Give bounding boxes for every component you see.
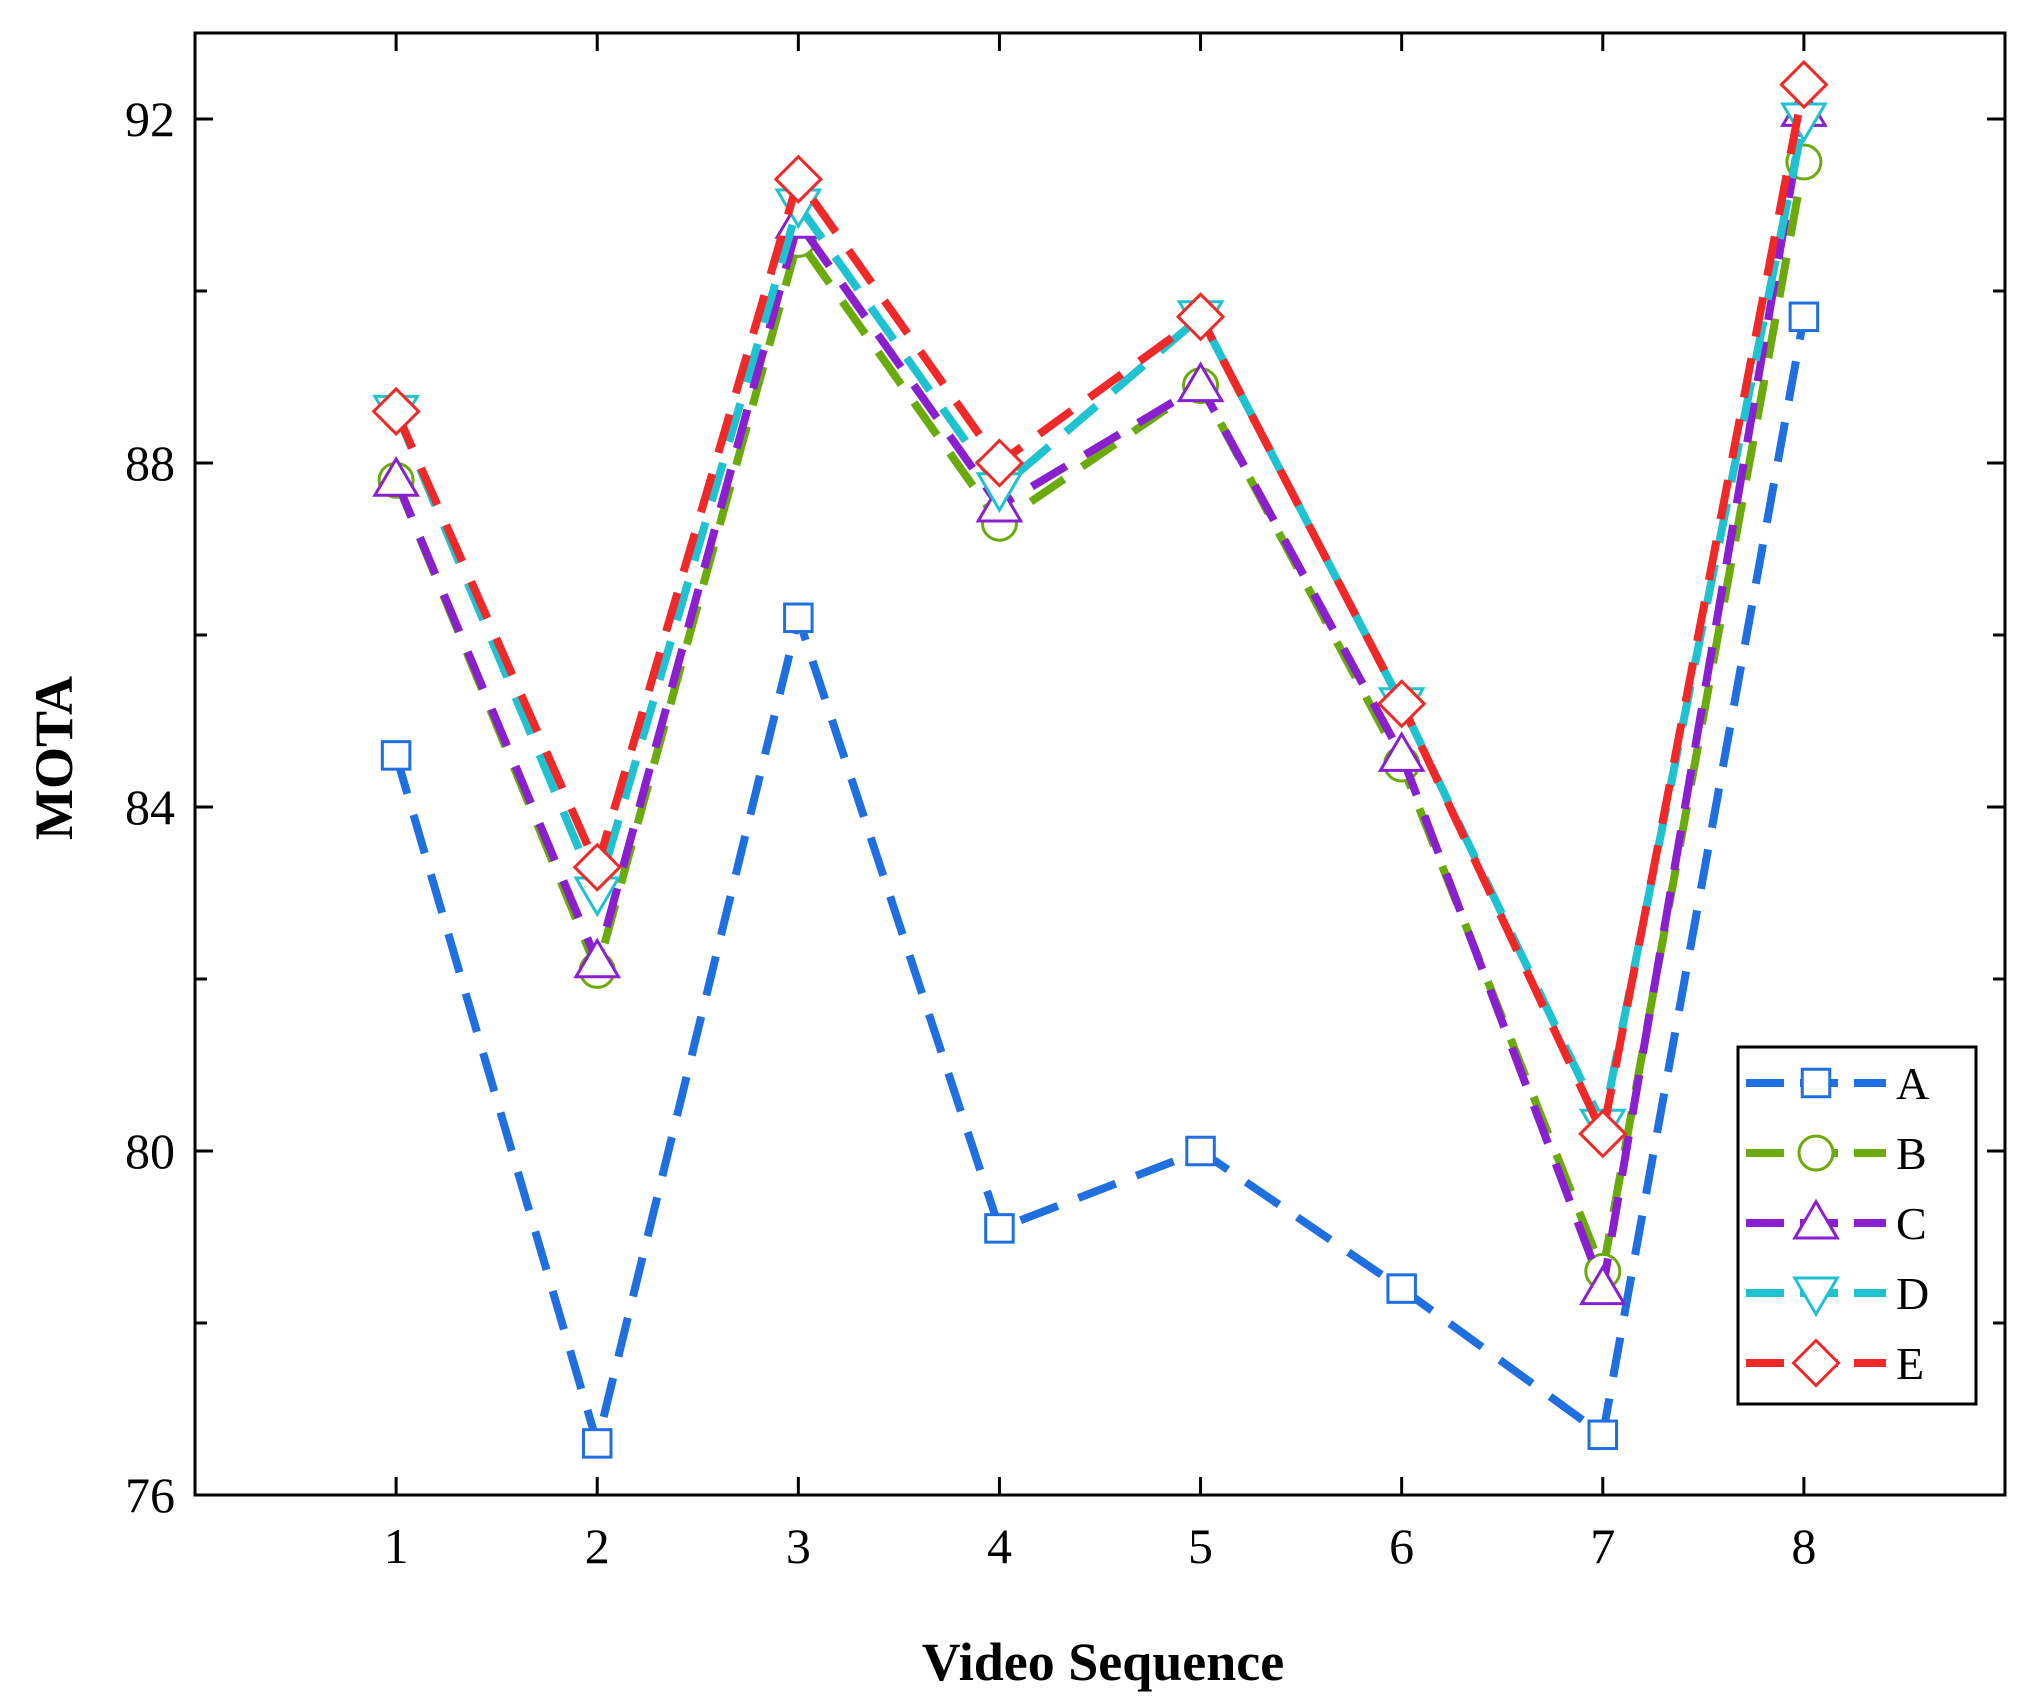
y-tick-label: 80 — [125, 1123, 175, 1179]
legend-item-C: C — [1746, 1198, 1927, 1249]
data-point-E — [1779, 59, 1829, 110]
x-tick-label: 4 — [987, 1518, 1012, 1574]
legend-marker — [1800, 1067, 1832, 1099]
legend-item-A: A — [1746, 1058, 1929, 1109]
data-point-C — [1377, 731, 1426, 772]
data-point-A — [1185, 1135, 1216, 1167]
data-point-E — [974, 438, 1025, 488]
data-point-A — [984, 1213, 1015, 1244]
data-point-E — [1578, 1109, 1628, 1159]
series-line-C — [392, 109, 1808, 1293]
legend-label: C — [1896, 1198, 1927, 1249]
x-tick-label: 6 — [1389, 1518, 1414, 1574]
data-point-A — [380, 740, 412, 771]
data-point-E — [572, 842, 622, 892]
legend-label: A — [1896, 1058, 1929, 1109]
data-point-E — [773, 154, 823, 204]
x-tick-label: 3 — [786, 1518, 811, 1574]
data-point-E — [371, 386, 421, 437]
data-point-A — [581, 1428, 613, 1459]
x-tick-label: 1 — [384, 1518, 409, 1574]
y-tick-label: 76 — [125, 1467, 175, 1523]
data-point-E — [1175, 292, 1226, 342]
x-tick-label: 2 — [585, 1518, 610, 1574]
series-D — [372, 102, 1828, 1150]
x-tick-label: 7 — [1590, 1518, 1615, 1574]
series-line-A — [392, 316, 1808, 1448]
data-point-C — [573, 937, 622, 979]
legend-marker — [1792, 1198, 1840, 1240]
x-axis-title: Video Sequence — [922, 1632, 1285, 1692]
series-line-E — [392, 83, 1808, 1138]
data-point-A — [1788, 301, 1820, 333]
legend-label: B — [1896, 1128, 1927, 1179]
data-point-C — [372, 455, 420, 497]
legend-item-D: D — [1746, 1268, 1929, 1319]
y-tick-label: 92 — [125, 91, 175, 147]
data-point-E — [1377, 679, 1427, 729]
series-A — [380, 301, 1820, 1459]
y-tick-label: 88 — [125, 435, 175, 491]
axes: 76 80 84 88 92 1 2 3 4 5 6 7 8 — [125, 31, 2007, 1574]
legend-marker — [1797, 1134, 1835, 1172]
y-tick-label: 84 — [125, 779, 175, 835]
legend-label: E — [1896, 1338, 1924, 1389]
legend-item-E: E — [1746, 1338, 1924, 1389]
series-E — [371, 59, 1829, 1159]
legend-item-B: B — [1746, 1128, 1927, 1179]
x-tick-label: 8 — [1791, 1518, 1816, 1574]
data-point-C — [1176, 361, 1225, 403]
y-axis-title: MOTA — [24, 676, 84, 840]
legend-label: D — [1896, 1268, 1929, 1319]
plot-frame — [193, 31, 2007, 1497]
data-point-C — [1578, 1264, 1627, 1306]
x-tick-label: 5 — [1188, 1518, 1213, 1574]
legend-marker — [1791, 1338, 1841, 1388]
data-point-A — [1386, 1273, 1417, 1304]
data-point-A — [783, 602, 814, 634]
data-point-A — [1587, 1419, 1619, 1451]
series-layer — [371, 59, 1829, 1459]
legend-marker — [1792, 1276, 1840, 1318]
